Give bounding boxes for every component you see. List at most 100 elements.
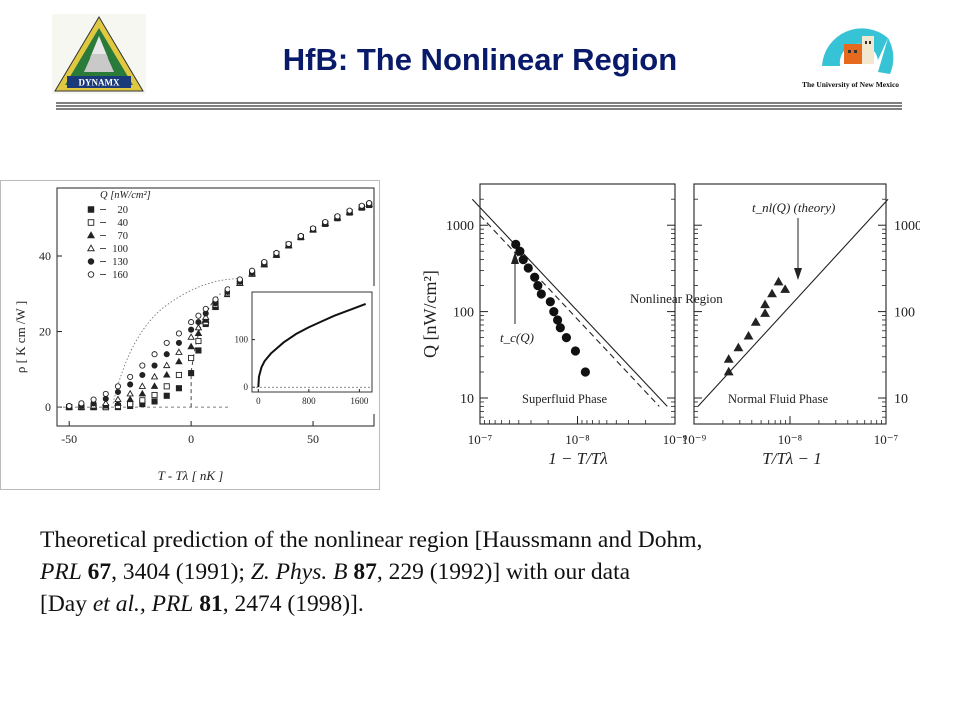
caption-line3-seg-3: 81 (199, 591, 223, 617)
caption-line2-seg-3: , 3404 (1991); (111, 559, 251, 585)
left-point-s3-12 (201, 313, 210, 320)
dynamx-logo: DYNAMX (52, 14, 146, 94)
caption-line-2: PRL 67, 3404 (1991); Z. Phys. B 87, 229 … (40, 556, 950, 588)
right-left-point-6 (536, 289, 546, 299)
inset-xtick-label-1: 800 (302, 396, 316, 406)
left-legend-marker-0 (87, 206, 95, 213)
right-left-point-12 (570, 346, 581, 356)
left-ytick-label-0: 0 (45, 400, 51, 414)
left-legend-entry-5: 160 (112, 270, 128, 281)
unm-logo (822, 28, 894, 74)
left-point-s1-6 (139, 397, 146, 404)
right-left-xtick-label-2: 10⁻⁹ (663, 432, 688, 447)
left-point-s0-8 (163, 392, 170, 399)
left-point-s1-10 (188, 354, 195, 362)
left-point-s5-12 (202, 305, 209, 312)
left-point-s4-11 (195, 319, 202, 326)
left-ytick-label-1: 20 (39, 325, 51, 339)
annotation-tnl-theory: t_nl(Q) (theory) (752, 200, 835, 215)
dynamx-logo-text: DYNAMX (79, 78, 120, 88)
left-theory-dotted (112, 278, 240, 404)
right-right-plot-frame (693, 183, 887, 425)
annotation-superfluid-phase: Superfluid Phase (522, 392, 608, 406)
right-right-point-4 (750, 317, 761, 326)
left-point-s3-6 (138, 382, 147, 389)
left-point-s1-7 (151, 391, 158, 399)
right-left-point-4 (530, 272, 540, 282)
caption-line2-seg-6: 87 (353, 559, 377, 585)
left-point-s5-17 (261, 258, 268, 266)
annotation-normal-fluid-phase: Normal Fluid Phase (728, 392, 828, 406)
right-right-point-5 (760, 308, 770, 317)
annotation-nonlinear-region: Nonlinear Region (630, 291, 723, 306)
figure-caption: Theoretical prediction of the nonlinear … (40, 524, 950, 620)
left-y-axis-label: ρ [ K cm /W ] (13, 301, 28, 373)
left-xtick-label-2: 50 (307, 432, 319, 446)
left-legend-title: Q [nW/cm²] (100, 190, 151, 201)
left-point-s5-22 (322, 218, 329, 226)
left-point-s4-8 (163, 351, 170, 358)
right-right-point-1 (723, 354, 734, 363)
inset-background (230, 286, 376, 414)
left-point-s3-4 (114, 395, 122, 403)
right-right-point-6 (760, 299, 770, 309)
left-point-s2-6 (138, 389, 147, 397)
left-point-s1-9 (175, 371, 182, 379)
left-point-s5-18 (273, 249, 280, 257)
left-point-s0-11 (195, 347, 202, 354)
left-point-s1-5 (127, 401, 134, 408)
right-right-point-2 (733, 342, 744, 352)
left-xtick-label-0: -50 (61, 432, 77, 446)
left-point-s2-4 (114, 399, 122, 406)
left-point-s5-19 (285, 240, 292, 247)
annotation-tc: t_c(Q) (500, 330, 534, 345)
right-left-point-8 (549, 307, 559, 317)
left-point-s4-5 (127, 381, 134, 388)
right-right-point-0 (723, 366, 734, 376)
tnl-arrow-head (794, 268, 802, 280)
right-right-ytick-label-0: 10 (894, 392, 908, 407)
left-point-s4-3 (102, 395, 109, 402)
left-point-s5-26 (366, 200, 373, 207)
right-left-theory-line (471, 198, 668, 407)
right-left-point-13 (580, 367, 590, 377)
caption-line2-seg-4: Z. Phys. B (250, 559, 348, 585)
right-left-x-axis-label: 1 − T/Tλ (548, 449, 607, 468)
right-left-point-0 (511, 239, 521, 249)
left-point-s2-5 (126, 395, 134, 403)
left-point-s5-2 (90, 396, 97, 403)
caption-line2-seg-0: PRL (40, 559, 82, 585)
left-ytick-label-2: 40 (39, 249, 51, 263)
left-point-s5-5 (127, 373, 134, 380)
left-point-s4-7 (151, 362, 158, 369)
left-point-s3-9 (175, 348, 183, 355)
left-point-s5-13 (212, 296, 219, 303)
left-point-s1-8 (163, 383, 170, 390)
left-point-s2-7 (150, 382, 159, 389)
right-right-xtick-label-1: 10⁻⁸ (778, 432, 803, 447)
left-point-s4-6 (139, 371, 146, 379)
right-left-xtick-label-0: 10⁻⁷ (468, 432, 492, 447)
left-point-s5-9 (175, 330, 182, 337)
left-legend-entry-1: 40 (118, 218, 129, 229)
left-point-s5-15 (236, 276, 243, 283)
left-legend-marker-5 (87, 271, 95, 278)
left-legend-entry-0: 20 (118, 205, 129, 216)
left-point-s5-3 (102, 390, 109, 397)
right-left-point-10 (555, 323, 565, 333)
title-divider (56, 102, 902, 110)
caption-line2-seg-2: 67 (87, 559, 112, 585)
right-left-point-9 (552, 315, 563, 325)
left-point-s2-10 (187, 342, 195, 350)
left-legend-marker-1 (87, 219, 95, 226)
right-left-tc-dashed-line (479, 214, 660, 407)
inset-ytick-label-0: 0 (244, 382, 249, 392)
right-y-axis-label: Q [nW/cm²] (420, 270, 440, 358)
left-point-s3-11 (194, 323, 203, 331)
right-left-point-1 (515, 246, 525, 256)
left-point-s0-9 (175, 385, 182, 392)
left-point-s3-3 (102, 399, 110, 406)
right-left-point-5 (533, 281, 543, 291)
left-xtick-label-1: 0 (188, 432, 194, 446)
chart-left-resistance: -50 0 50 0 20 40 Q [nW/cm²] 20 40 70 100 130 160 T - … (0, 180, 380, 490)
